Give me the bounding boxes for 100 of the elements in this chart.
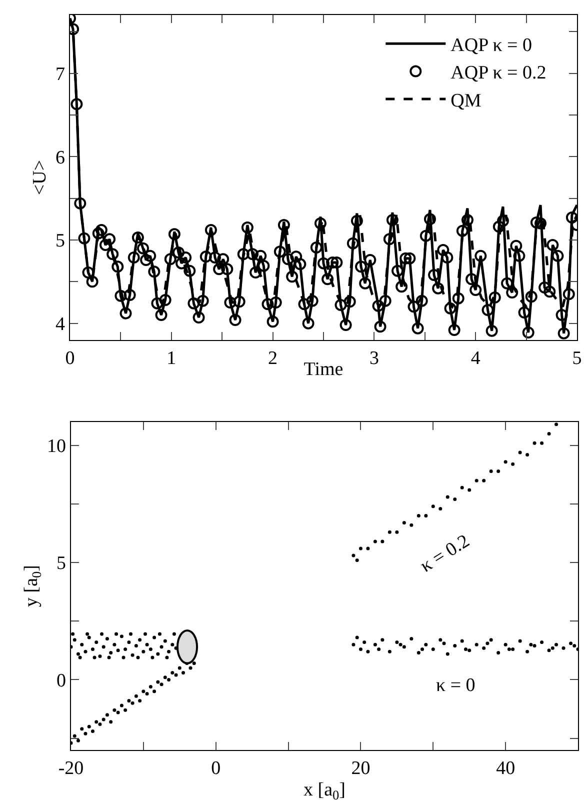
- point: [114, 632, 118, 636]
- point: [554, 642, 558, 646]
- point: [424, 642, 428, 646]
- point: [116, 648, 120, 652]
- point: [431, 648, 435, 652]
- point: [398, 642, 402, 646]
- point: [107, 656, 111, 660]
- x-tick-label: 40: [496, 758, 516, 779]
- point: [482, 646, 486, 650]
- point: [167, 678, 171, 682]
- point: [489, 638, 493, 642]
- legend-label: QM: [450, 90, 482, 112]
- point: [446, 652, 450, 656]
- point: [526, 650, 530, 654]
- point: [569, 642, 573, 646]
- point: [130, 701, 134, 705]
- point: [373, 540, 377, 544]
- point: [431, 504, 435, 508]
- x-tick-label: 4: [470, 348, 481, 369]
- point: [402, 520, 406, 524]
- point: [188, 666, 192, 670]
- point: [416, 651, 420, 655]
- point: [152, 636, 156, 640]
- y-axis-title: <U>: [29, 160, 50, 196]
- point: [105, 713, 109, 717]
- point: [94, 640, 98, 644]
- point: [424, 514, 428, 518]
- point: [127, 699, 131, 703]
- x-tick-label: 1: [166, 348, 176, 369]
- point: [554, 422, 558, 426]
- point: [446, 495, 450, 499]
- y-tick-label: 10: [47, 436, 66, 458]
- y-tick-label: 4: [56, 314, 66, 335]
- y-tick-label: 5: [56, 553, 66, 574]
- point: [138, 699, 142, 703]
- point: [178, 666, 182, 670]
- point: [468, 488, 472, 492]
- point: [352, 554, 356, 558]
- point: [71, 632, 75, 636]
- point: [98, 654, 102, 658]
- point: [358, 546, 362, 550]
- point: [150, 656, 154, 660]
- point: [453, 498, 457, 502]
- legend-label: AQP κ = 0.2: [450, 62, 546, 84]
- point: [152, 690, 156, 694]
- point: [145, 692, 149, 696]
- point: [352, 642, 356, 646]
- point: [474, 478, 478, 482]
- point: [355, 636, 359, 640]
- point: [76, 738, 80, 742]
- point: [90, 730, 94, 734]
- point: [416, 514, 420, 518]
- point: [130, 653, 134, 657]
- point: [124, 708, 128, 712]
- point: [112, 708, 116, 712]
- point: [105, 636, 109, 640]
- point: [366, 546, 370, 550]
- x-tick-label: 2: [268, 348, 278, 369]
- point: [507, 648, 511, 652]
- point: [122, 656, 126, 660]
- point: [100, 632, 104, 636]
- x-tick-label: 3: [369, 348, 379, 369]
- x-tick-label: 5: [572, 348, 582, 369]
- annotation: κ = 0.2: [416, 530, 474, 577]
- point: [172, 632, 176, 636]
- point: [547, 432, 551, 436]
- point: [72, 638, 76, 642]
- x-tick-label: 0: [211, 758, 221, 779]
- point: [380, 638, 384, 642]
- point: [127, 640, 131, 644]
- point: [92, 656, 96, 660]
- point: [192, 662, 196, 666]
- point: [504, 460, 508, 464]
- point: [136, 656, 140, 660]
- y-tick-label: 5: [56, 230, 65, 252]
- point: [142, 690, 146, 694]
- point: [129, 632, 132, 636]
- point: [170, 670, 174, 674]
- point: [134, 694, 138, 698]
- point: [160, 645, 164, 649]
- point: [78, 656, 82, 660]
- point: [395, 530, 399, 534]
- point: [112, 642, 116, 646]
- point: [76, 652, 80, 656]
- point: [90, 648, 94, 652]
- point: [486, 642, 490, 646]
- point: [98, 722, 102, 726]
- point: [547, 648, 551, 652]
- point: [572, 644, 576, 648]
- point: [410, 523, 414, 527]
- point: [460, 639, 464, 643]
- x-axis-title: Time: [304, 359, 344, 380]
- point: [540, 441, 544, 445]
- annotation: κ = 0: [436, 675, 476, 696]
- point: [366, 650, 370, 654]
- point: [134, 644, 138, 648]
- point: [84, 732, 88, 736]
- point: [474, 642, 478, 646]
- point: [460, 486, 464, 490]
- point: [442, 642, 446, 646]
